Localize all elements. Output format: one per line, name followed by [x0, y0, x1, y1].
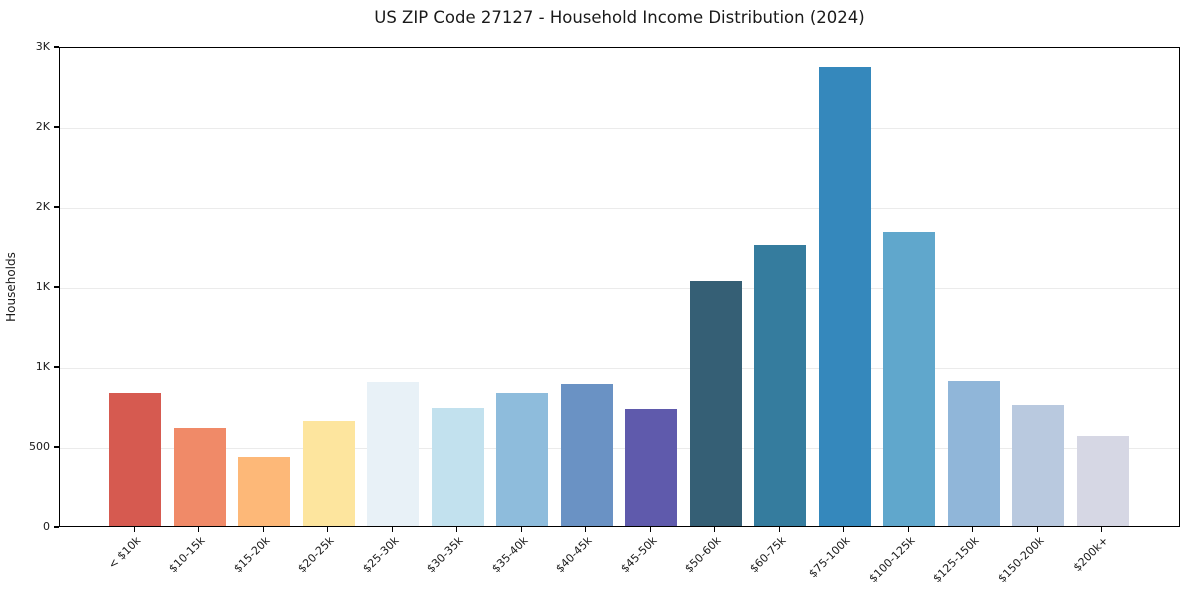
- bar: [173, 428, 226, 526]
- gridline: [60, 208, 1179, 209]
- y-tick-mark: [54, 46, 59, 48]
- x-tick-label: $20-25k: [295, 534, 337, 576]
- bar: [431, 408, 484, 526]
- y-tick-mark: [54, 126, 59, 128]
- y-tick-mark: [54, 446, 59, 448]
- x-tick-label: $15-20k: [231, 534, 273, 576]
- chart-title: US ZIP Code 27127 - Household Income Dis…: [374, 8, 865, 27]
- x-tick-mark: [585, 527, 587, 532]
- bar: [947, 381, 1000, 526]
- bar: [754, 245, 807, 526]
- bar: [560, 384, 613, 526]
- x-tick-label: $30-35k: [424, 534, 466, 576]
- bar: [1012, 404, 1065, 526]
- x-tick-label: $150-200k: [995, 534, 1047, 586]
- x-tick-label: $45-50k: [618, 534, 660, 576]
- y-tick-mark: [54, 366, 59, 368]
- gridline: [60, 368, 1179, 369]
- x-tick-label: $35-40k: [489, 534, 531, 576]
- x-tick-mark: [649, 527, 651, 532]
- y-tick-label: 2K: [35, 200, 50, 213]
- x-tick-label: $50-60k: [682, 534, 724, 576]
- bar: [818, 66, 871, 526]
- x-tick-mark: [843, 527, 845, 532]
- bar: [302, 420, 355, 526]
- bar: [367, 382, 420, 526]
- x-tick-mark: [907, 527, 909, 532]
- x-tick-label: $10-15k: [166, 534, 208, 576]
- x-tick-mark: [520, 527, 522, 532]
- gridline: [60, 448, 1179, 449]
- y-tick-label: 1K: [35, 280, 50, 293]
- x-tick-mark: [972, 527, 974, 532]
- x-tick-label: $60-75k: [747, 534, 789, 576]
- y-tick-label: 3K: [35, 40, 50, 53]
- x-tick-mark: [133, 527, 135, 532]
- bar: [625, 409, 678, 526]
- x-tick-mark: [1101, 527, 1103, 532]
- gridline: [60, 288, 1179, 289]
- x-tick-mark: [714, 527, 716, 532]
- bar: [1076, 436, 1129, 526]
- bar: [109, 393, 162, 526]
- y-tick-label: 500: [29, 440, 50, 453]
- x-tick-mark: [198, 527, 200, 532]
- y-tick-label: 0: [43, 520, 50, 533]
- x-tick-label: < $10k: [105, 534, 144, 572]
- y-tick-label: 2K: [35, 120, 50, 133]
- y-tick-mark: [54, 526, 59, 528]
- bar: [496, 392, 549, 526]
- bar: [883, 231, 936, 526]
- bar: [238, 456, 291, 526]
- x-tick-mark: [456, 527, 458, 532]
- x-tick-mark: [391, 527, 393, 532]
- y-tick-mark: [54, 206, 59, 208]
- x-tick-label: $100-125k: [866, 534, 918, 586]
- x-tick-label: $40-45k: [553, 534, 595, 576]
- x-tick-mark: [262, 527, 264, 532]
- plot-area: [59, 47, 1180, 527]
- bar: [689, 281, 742, 526]
- x-tick-mark: [327, 527, 329, 532]
- y-tick-label: 1K: [35, 360, 50, 373]
- y-tick-mark: [54, 286, 59, 288]
- x-tick-mark: [1036, 527, 1038, 532]
- x-tick-label: $25-30k: [360, 534, 402, 576]
- gridline: [60, 128, 1179, 129]
- x-tick-label: $200k+: [1070, 534, 1111, 575]
- x-tick-label: $125-150k: [930, 534, 982, 586]
- x-tick-mark: [778, 527, 780, 532]
- x-tick-label: $75-100k: [806, 534, 853, 581]
